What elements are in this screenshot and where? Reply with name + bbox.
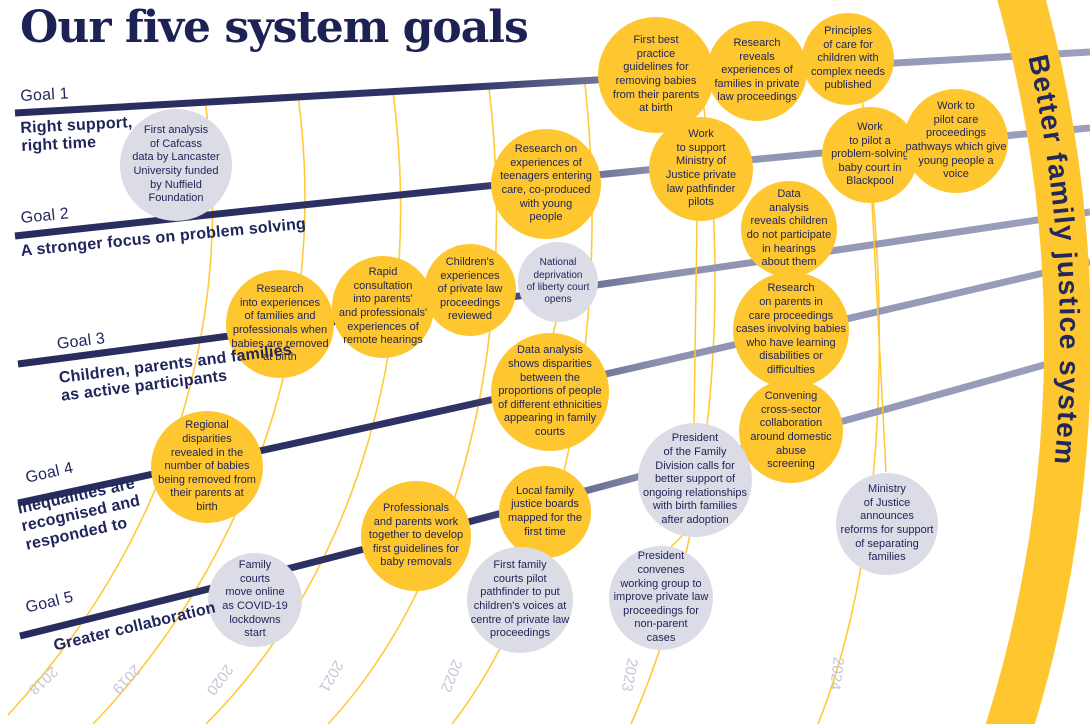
page-title: Our five system goals [20,2,529,53]
milestone-bubble: Professionals and parents work together … [361,481,471,591]
milestone-bubble: Principles of care for children with com… [802,13,894,105]
milestone-bubble: Work to pilot a problem-solving baby cou… [822,107,918,203]
milestone-text: Convening cross-sector collaboration aro… [750,390,832,471]
milestone-bubble: Family courts move online as COVID-19 lo… [208,553,302,647]
milestone-bubble: National deprivation of liberty court op… [518,242,598,322]
milestone-text: Work to support Ministry of Justice priv… [665,128,737,209]
year-label: 2023 [618,657,641,693]
milestone-bubble: Local family justice boards mapped for t… [499,466,591,558]
milestone-text: Data analysis shows disparities between … [498,344,602,439]
milestone-bubble: First analysis of Cafcass data by Lancas… [120,109,232,221]
goal-1-label: Goal 1 [20,85,70,105]
goal-line-1 [14,48,1090,117]
milestone-text: First family courts pilot pathfinder to … [470,559,570,640]
milestone-bubble: Research into experiences of families an… [226,270,334,378]
milestone-bubble: First family courts pilot pathfinder to … [467,547,573,653]
connector-stem [693,217,698,425]
milestone-text: Principles of care for children with com… [811,24,885,92]
year-label: 2019 [109,661,144,697]
year-arc [92,95,306,724]
milestone-text: Research on parents in care proceedings … [735,282,847,377]
milestone-text: Ministry of Justice announces reforms fo… [840,483,934,564]
milestone-bubble: Research on experiences of teenagers ent… [491,129,601,239]
milestone-bubble: Research on parents in care proceedings … [733,272,849,388]
milestone-bubble: Children's experiences of private law pr… [424,244,516,336]
goal-1-subtitle: Right support, right time [20,114,133,156]
milestone-text: Regional disparities revealed in the num… [158,419,256,514]
milestone-bubble: Regional disparities revealed in the num… [151,411,263,523]
milestone-text: Family courts move online as COVID-19 lo… [222,559,288,640]
connector-stem [871,201,887,473]
milestone-text: Local family justice boards mapped for t… [508,484,582,538]
milestone-text: Children's experiences of private law pr… [437,255,503,323]
milestone-bubble: Rapid consultation into parents' and pro… [332,256,434,358]
milestone-text: Research reveals experiences of families… [714,36,800,104]
year-label: 2022 [437,657,465,694]
milestone-bubble: Data analysis reveals children do not pa… [741,181,837,277]
milestone-bubble: President convenes working group to impr… [609,546,713,650]
milestone-bubble: Work to support Ministry of Justice priv… [649,117,753,221]
milestone-text: Work to pilot a problem-solving baby cou… [831,120,909,188]
milestone-text: Work to pilot care proceedings pathways … [905,100,1007,181]
milestone-text: Research on experiences of teenagers ent… [500,143,592,224]
connector-stem [670,533,685,548]
milestone-bubble: First best practice guidelines for remov… [598,17,714,133]
year-label: 2024 [826,656,847,691]
milestone-text: Research into experiences of families an… [231,283,329,364]
milestone-text: Professionals and parents work together … [368,501,464,569]
milestone-text: First analysis of Cafcass data by Lancas… [132,124,220,205]
milestone-text: President convenes working group to impr… [613,550,709,645]
milestone-bubble: Data analysis shows disparities between … [491,333,609,451]
milestone-text: Rapid consultation into parents' and pro… [338,266,428,347]
milestone-text: Data analysis reveals children do not pa… [746,188,832,269]
milestone-bubble: Work to pilot care proceedings pathways … [904,89,1008,193]
year-label: 2021 [315,658,346,695]
year-label: 2018 [25,663,61,698]
milestone-text: National deprivation of liberty court op… [526,257,590,306]
milestone-text: First best practice guidelines for remov… [612,34,700,115]
milestone-text: President of the Family Division calls f… [643,432,747,527]
milestone-bubble: President of the Family Division calls f… [638,423,752,537]
milestone-bubble: Ministry of Justice announces reforms fo… [836,473,938,575]
milestone-bubble: Research reveals experiences of families… [707,21,807,121]
milestone-bubble: Convening cross-sector collaboration aro… [739,379,843,483]
year-label: 2020 [203,661,237,698]
